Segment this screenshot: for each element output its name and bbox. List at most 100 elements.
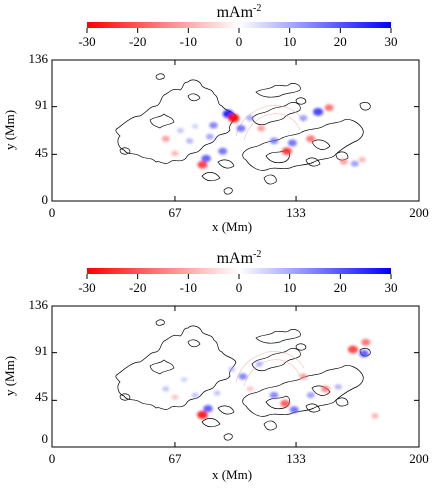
current-blob: [161, 135, 170, 142]
y-axis-top: 0 45 91 136 y (Mm): [2, 51, 49, 207]
colorbar-title: mAm-2: [217, 249, 262, 267]
current-density-blobs: [161, 104, 366, 169]
colorbar-gradient: [87, 22, 391, 28]
x-tick-label: 133: [286, 205, 306, 220]
x-tick-label: 67: [169, 451, 183, 466]
plot-area-bottom: [51, 305, 420, 448]
current-blob: [350, 160, 359, 167]
x-tick-label: 133: [286, 451, 306, 466]
contour-lines: [115, 73, 371, 195]
colorbar-title: mAm-2: [217, 3, 262, 21]
current-blob: [306, 392, 315, 399]
current-blob: [299, 373, 308, 380]
axis-ticks: [51, 305, 420, 448]
y-tick-label: 136: [29, 297, 49, 312]
panel-top: mAm-2 -30 -20 -10 0 10 20 30: [2, 3, 429, 234]
colorbar-ticks: [86, 28, 392, 33]
current-blob: [228, 366, 236, 372]
current-blob: [180, 377, 188, 383]
colorbar-tick-label: -10: [180, 34, 197, 49]
contour-lines: [115, 319, 371, 441]
colorbar-tick-label: 20: [334, 34, 347, 49]
y-axis-bottom: 0 45 91 136 y (Mm): [2, 297, 49, 446]
current-blob: [246, 115, 255, 122]
current-blob: [287, 139, 297, 147]
colorbar-tick-label: 0: [236, 34, 243, 49]
current-blob: [269, 391, 279, 399]
current-blob: [209, 122, 218, 129]
current-blob: [339, 158, 348, 165]
plot-area-top: [51, 59, 420, 202]
current-blob: [185, 138, 194, 144]
current-blob: [197, 410, 208, 419]
colorbar-tick-label: 10: [283, 280, 296, 295]
current-blob: [171, 394, 179, 400]
current-blob: [201, 154, 211, 163]
y-tick-label: 45: [35, 389, 48, 404]
current-blob: [213, 390, 221, 396]
x-axis-label: x (Mm): [212, 219, 252, 234]
faint-loops: [235, 105, 305, 141]
colorbar-tick-label: -10: [180, 280, 197, 295]
current-blob: [347, 345, 358, 354]
y-axis-label: y (Mm): [2, 356, 17, 396]
x-tick-label: 67: [169, 205, 183, 220]
colorbar-ticks: [86, 274, 392, 279]
current-blob: [246, 386, 254, 392]
current-blob: [203, 405, 213, 413]
current-density-blobs: [162, 338, 379, 419]
current-blob: [197, 160, 208, 169]
current-blob: [269, 137, 279, 145]
x-axis-label: x (Mm): [212, 467, 252, 482]
current-blob: [255, 361, 263, 367]
current-blob: [162, 386, 170, 392]
colorbar-tick-label: 20: [334, 280, 347, 295]
current-blob: [361, 338, 371, 346]
current-blob: [299, 115, 308, 122]
colorbar-tick-label: 0: [236, 280, 243, 295]
current-blob: [281, 147, 292, 156]
plot-frame: [51, 305, 420, 448]
colorbar-tick-label: -20: [129, 34, 146, 49]
current-blob: [238, 373, 248, 380]
current-blob: [218, 147, 228, 155]
x-axis-top: 0 67 133 200 x (Mm): [49, 205, 429, 234]
contour-map-top: [115, 73, 371, 195]
current-blob: [280, 399, 290, 408]
colorbar-gradient: [87, 268, 391, 274]
current-blob: [191, 392, 199, 398]
current-blob: [228, 113, 240, 123]
y-axis-label: y (Mm): [2, 110, 17, 150]
current-blob: [306, 135, 316, 143]
current-blob: [358, 156, 366, 163]
x-tick-label: 0: [49, 451, 56, 466]
colorbar-tick-label: 10: [283, 34, 296, 49]
y-tick-label: 0: [42, 192, 49, 207]
current-blob: [321, 385, 330, 393]
x-tick-label: 200: [409, 451, 429, 466]
y-tick-label: 91: [35, 343, 48, 358]
current-blob: [171, 150, 179, 157]
x-axis-bottom: 0 67 133 200 x (Mm): [49, 451, 429, 482]
current-blob: [289, 406, 299, 414]
colorbar-top: mAm-2 -30 -20 -10 0 10 20 30: [78, 3, 397, 49]
plot-frame: [51, 59, 420, 202]
current-blob: [371, 413, 379, 419]
axis-ticks: [51, 59, 420, 202]
current-blob: [205, 133, 214, 140]
colorbar-tick-label: -20: [129, 280, 146, 295]
y-tick-label: 136: [29, 51, 49, 66]
contour-map-bottom: [115, 319, 371, 441]
colorbar-tick-labels: -30 -20 -10 0 10 20 30: [78, 280, 397, 295]
colorbar-tick-label: -30: [78, 280, 95, 295]
colorbar-bottom: mAm-2 -30 -20 -10 0 10 20 30: [78, 249, 397, 295]
y-tick-label: 0: [42, 431, 49, 446]
y-tick-label: 91: [35, 97, 48, 112]
current-blob: [177, 127, 184, 134]
colorbar-tick-label: 30: [385, 34, 398, 49]
colorbar-tick-labels: -30 -20 -10 0 10 20 30: [78, 34, 397, 49]
current-blob: [191, 123, 199, 129]
current-blob: [313, 107, 324, 116]
faint-loops: [235, 351, 305, 387]
